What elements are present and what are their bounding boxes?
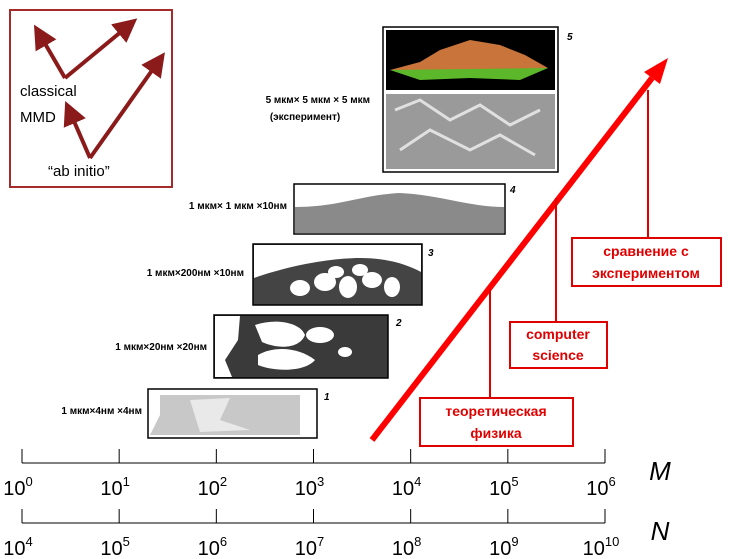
callout-text: computer xyxy=(526,326,590,342)
callout-text: science xyxy=(532,347,584,363)
panel-image xyxy=(148,389,317,438)
tick-exponent: 7 xyxy=(317,534,324,549)
tick-exponent: 1 xyxy=(123,474,130,489)
tick-base: 10 xyxy=(295,478,317,500)
tick-exponent: 6 xyxy=(609,474,616,489)
tick-exponent: 0 xyxy=(26,474,33,489)
callout-text: сравнение с xyxy=(603,243,689,259)
tick-exponent: 8 xyxy=(414,534,421,549)
tick-label: 104 xyxy=(3,534,32,559)
tick-base: 10 xyxy=(583,538,605,559)
panel-label: 5 мкм× 5 мкм × 5 мкм xyxy=(266,95,370,106)
tick-label: 103 xyxy=(295,474,324,500)
tick-base: 10 xyxy=(100,478,122,500)
tick-base: 10 xyxy=(489,538,511,559)
callout-text: теоретическая xyxy=(445,403,546,419)
tick-exponent: 6 xyxy=(220,534,227,549)
tick-exponent: 9 xyxy=(511,534,518,549)
tick-label: 104 xyxy=(392,474,421,500)
panel-image xyxy=(383,27,558,172)
tick-label: 106 xyxy=(586,474,615,500)
tick-base: 10 xyxy=(392,538,414,559)
panel-number: 5 xyxy=(567,32,573,43)
tick-label: 109 xyxy=(489,534,518,559)
tick-base: 10 xyxy=(586,478,608,500)
tick-label: 107 xyxy=(295,534,324,559)
tick-base: 10 xyxy=(198,538,220,559)
tick-label: 106 xyxy=(198,534,227,559)
slide: classical MMD “ab initio” 5 5 мкм× 5 мкм… xyxy=(0,0,729,559)
tick-base: 10 xyxy=(489,478,511,500)
tick-exponent: 4 xyxy=(414,474,421,489)
tick-base: 10 xyxy=(3,478,25,500)
axis-name: N xyxy=(651,516,670,546)
tick-label: 105 xyxy=(100,534,129,559)
tick-exponent: 5 xyxy=(511,474,518,489)
panel-label: 1 мкм× 1 мкм ×10нм xyxy=(189,201,287,212)
panel-number: 4 xyxy=(509,185,516,196)
panel-number: 3 xyxy=(428,248,434,259)
panel-image xyxy=(214,315,388,378)
inset-label: classical xyxy=(20,83,77,100)
callout-text: экспериментом xyxy=(592,265,700,281)
tick-base: 10 xyxy=(295,538,317,559)
tick-label: 1010 xyxy=(583,534,620,559)
tick-base: 10 xyxy=(392,478,414,500)
tick-exponent: 4 xyxy=(26,534,33,549)
axis-name: M xyxy=(649,456,671,486)
tick-base: 10 xyxy=(3,538,25,559)
tick-exponent: 3 xyxy=(317,474,324,489)
tick-exponent: 5 xyxy=(123,534,130,549)
tick-label: 105 xyxy=(489,474,518,500)
tick-label: 101 xyxy=(100,474,129,500)
tick-base: 10 xyxy=(100,538,122,559)
inset-label: MMD xyxy=(20,109,56,126)
panel-label: 1 мкм×4нм ×4нм xyxy=(61,406,142,417)
panel-label: 1 мкм×200нм ×10нм xyxy=(147,268,244,279)
callout-text: физика xyxy=(470,425,521,441)
panel-number: 1 xyxy=(324,392,330,403)
tick-exponent: 2 xyxy=(220,474,227,489)
tick-label: 108 xyxy=(392,534,421,559)
panel-number: 2 xyxy=(395,318,402,329)
panel-image xyxy=(294,184,505,234)
panel-image xyxy=(253,244,422,305)
inset-label: “ab initio” xyxy=(48,163,110,180)
tick-base: 10 xyxy=(198,478,220,500)
panel-label: 1 мкм×20нм ×20нм xyxy=(115,342,207,353)
tick-label: 100 xyxy=(3,474,32,500)
tick-exponent: 10 xyxy=(605,534,619,549)
panel-label: (эксперимент) xyxy=(270,112,340,123)
tick-label: 102 xyxy=(198,474,227,500)
